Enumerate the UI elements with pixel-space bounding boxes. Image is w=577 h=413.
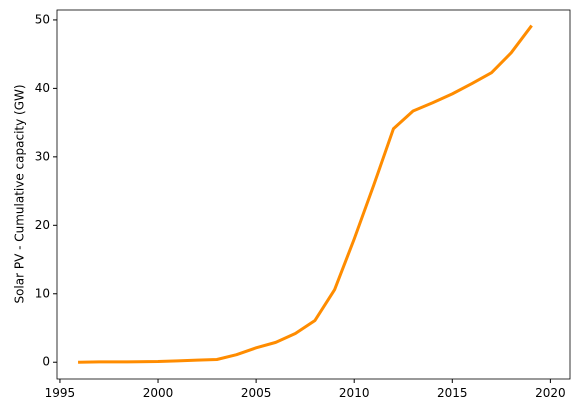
- y-tick-label: 40: [35, 81, 50, 95]
- x-tick-label: 2010: [339, 386, 370, 400]
- y-axis-label: Solar PV - Cumulative capacity (GW): [13, 84, 27, 303]
- x-tick-label: 1995: [45, 386, 76, 400]
- y-tick-label: 0: [42, 355, 50, 369]
- x-tick-label: 2005: [241, 386, 272, 400]
- y-tick-label: 30: [35, 149, 50, 163]
- plot-frame: [56, 9, 571, 380]
- y-tick-label: 50: [35, 12, 50, 26]
- line: [78, 24, 533, 364]
- x-tick-label: 2015: [437, 386, 468, 400]
- x-tick-label: 2020: [535, 386, 566, 400]
- y-tick-label: 10: [35, 286, 50, 300]
- x-tick-label: 2000: [143, 386, 174, 400]
- y-tick-label: 20: [35, 218, 50, 232]
